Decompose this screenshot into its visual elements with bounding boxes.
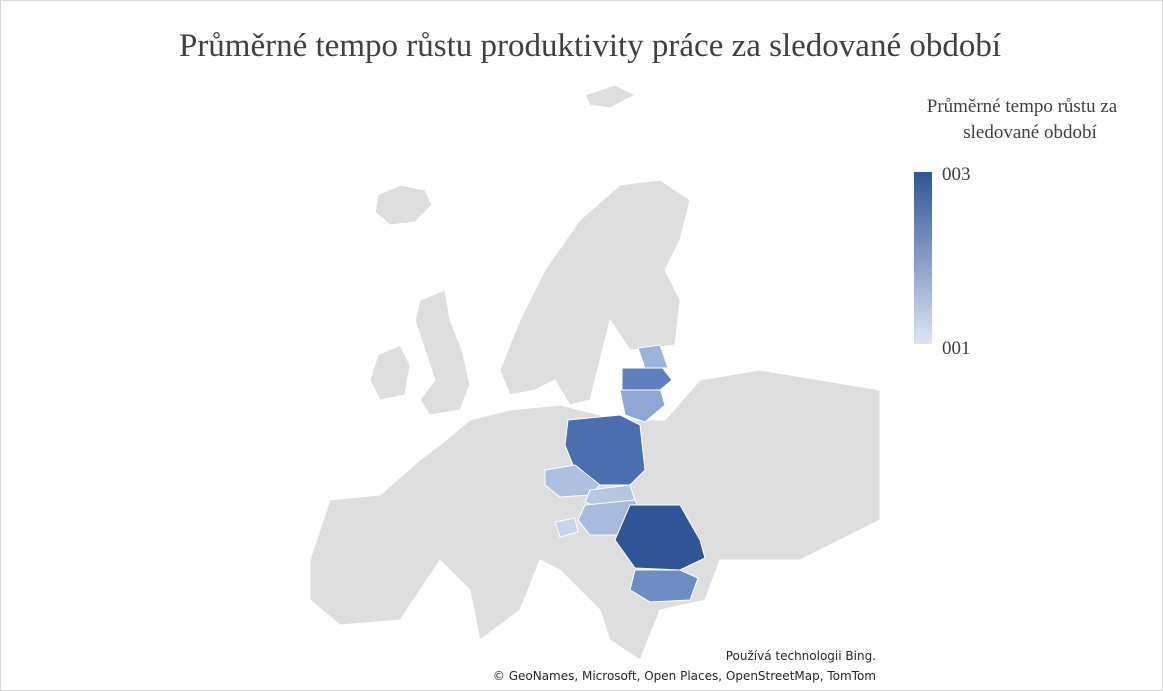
romania xyxy=(614,504,706,571)
great-britain xyxy=(414,289,471,416)
legend-max-label: 003 xyxy=(942,164,971,185)
legend-title: sledované období xyxy=(963,122,1097,143)
legend-min-label: 001 xyxy=(942,338,971,359)
scandinavia xyxy=(499,179,691,406)
highlighted-countries xyxy=(544,344,706,603)
legend-gradient xyxy=(914,172,932,344)
attribution: Používá technologii Bing. xyxy=(726,649,876,663)
iceland xyxy=(374,184,433,226)
legend-title: Průměrné tempo růstu za xyxy=(927,96,1118,117)
svalbard xyxy=(584,84,637,109)
slovenia xyxy=(554,517,579,538)
ireland xyxy=(369,344,411,401)
estonia xyxy=(637,344,669,369)
bulgaria xyxy=(629,569,699,603)
attribution: © GeoNames, Microsoft, Open Places, Open… xyxy=(493,669,876,683)
chart-title: Průměrné tempo růstu produktivity práce … xyxy=(179,28,1001,64)
